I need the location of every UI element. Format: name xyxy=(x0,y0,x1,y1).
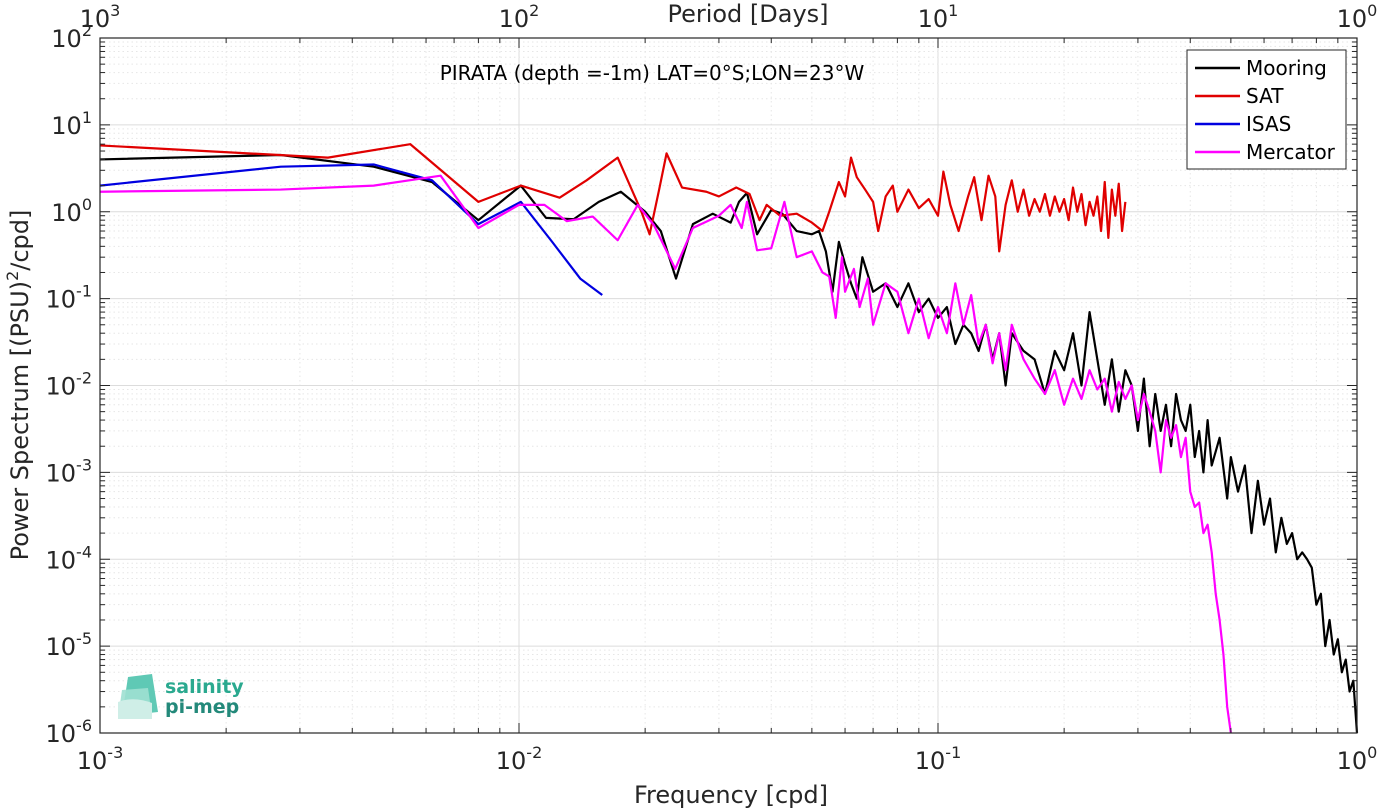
top-tick-label: 100 xyxy=(1337,1,1378,33)
grid xyxy=(99,38,1357,734)
y-tick-label: 101 xyxy=(51,108,92,140)
y-axis-title-suffix: /cpd] xyxy=(6,210,34,271)
chart-annotation: PIRATA (depth =-1m) LAT=0°S;LON=23°W xyxy=(440,61,865,85)
x-axis-title: Frequency [cpd] xyxy=(634,781,828,809)
legend-label-isas: ISAS xyxy=(1246,112,1291,136)
y-axis-title-sup: 2 xyxy=(3,271,22,281)
top-axis-title: Period [Days] xyxy=(667,0,828,28)
salinity-pi-mep-logo: salinity pi-mep xyxy=(118,674,244,719)
y-tick-label: 10-1 xyxy=(46,282,93,314)
legend-items: Mooring SAT ISAS Mercator xyxy=(1195,56,1336,164)
top-tick-label: 102 xyxy=(499,1,540,33)
legend-label-sat: SAT xyxy=(1246,84,1284,108)
legend-label-mooring: Mooring xyxy=(1246,56,1327,80)
series-line-sat xyxy=(99,143,1127,253)
tick-marks xyxy=(99,37,1358,734)
top-tick-label: 101 xyxy=(918,1,959,33)
y-tick-label: 10-4 xyxy=(46,542,93,574)
y-tick-label: 10-6 xyxy=(46,716,93,748)
logo-line-1: salinity xyxy=(165,676,244,698)
x-tick-label: 10-1 xyxy=(915,743,962,775)
legend: Mooring SAT ISAS Mercator xyxy=(1186,49,1347,170)
top-tick-labels: 103 102 101 100 xyxy=(80,1,1378,33)
x-tick-label: 10-2 xyxy=(496,743,543,775)
y-tick-label: 10-5 xyxy=(46,629,93,661)
y-axis-title: Power Spectrum [(PSU)2/cpd] xyxy=(3,210,34,561)
legend-label-mercator: Mercator xyxy=(1246,140,1336,164)
y-tick-label: 10-3 xyxy=(46,455,93,487)
x-tick-labels: 10-3 10-2 10-1 100 xyxy=(77,743,1378,775)
legend-box xyxy=(1186,49,1347,170)
y-tick-label: 100 xyxy=(51,195,92,227)
x-tick-label: 100 xyxy=(1337,743,1378,775)
series-line-mooring xyxy=(99,153,1359,734)
series-layer xyxy=(99,143,1359,734)
x-tick-label: 10-3 xyxy=(77,743,124,775)
y-tick-labels: 102 101 100 10-1 10-2 10-3 10-4 10-5 10-6 xyxy=(46,21,93,748)
y-tick-label: 102 xyxy=(51,21,92,53)
y-axis-title-prefix: Power Spectrum [(PSU) xyxy=(6,281,34,560)
series-line-mercator xyxy=(99,174,1232,734)
top-tick-label: 103 xyxy=(80,1,121,33)
y-tick-label: 10-2 xyxy=(46,369,93,401)
series-line-isas xyxy=(99,163,603,296)
logo-mark-icon xyxy=(118,674,158,719)
logo-line-2: pi-mep xyxy=(165,696,239,718)
